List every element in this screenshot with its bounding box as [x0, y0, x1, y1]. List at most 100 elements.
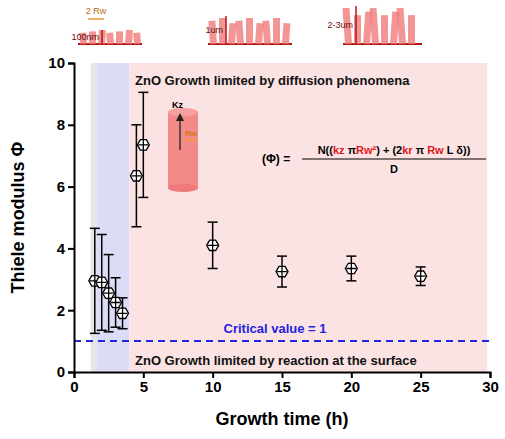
- tick-mark: [68, 372, 74, 374]
- cylinder-bottom: [168, 184, 198, 192]
- tick: 30: [482, 372, 499, 395]
- error-cap: [90, 333, 100, 335]
- error-bar: [277, 256, 287, 287]
- tick-mark: [68, 310, 74, 312]
- tick-label: 20: [343, 378, 360, 395]
- equation-part: π: [345, 144, 357, 156]
- error-bar: [104, 255, 114, 332]
- tick-label: 6: [57, 178, 65, 195]
- nanorod: [408, 15, 415, 44]
- error-cap: [111, 277, 121, 279]
- scale-bar: [355, 6, 357, 44]
- error-cap: [131, 226, 141, 228]
- equation-numerator: N((kz πRw²) + (2kr π Rw L δ)): [318, 144, 471, 156]
- scale-label: 100nm: [71, 32, 99, 42]
- cylinder-illustration: Kz Rw: [168, 100, 198, 192]
- equation-part: ) + (2: [376, 144, 402, 156]
- regions: [91, 63, 488, 372]
- y-axis: 0 2 4 6 8 10: [48, 54, 74, 380]
- error-cap: [208, 268, 218, 270]
- nanorod: [228, 23, 236, 44]
- scale-bar: [101, 30, 103, 44]
- error-cap: [104, 331, 114, 333]
- tick: 8: [57, 116, 74, 133]
- tick-label: 10: [48, 54, 65, 71]
- equation: (Φ) =N((kz πRw²) + (2kr π Rw L δ))D: [262, 144, 486, 175]
- error-cap: [346, 255, 356, 257]
- point: [96, 277, 108, 287]
- point: [110, 297, 122, 307]
- tick: 10: [205, 372, 222, 395]
- annotation-bottom: ZnO Growth limited by reaction at the su…: [135, 353, 417, 368]
- region: [91, 63, 97, 372]
- tick: 5: [140, 372, 148, 395]
- point: [345, 263, 357, 273]
- error-cap: [97, 330, 107, 332]
- nanorod: [235, 20, 244, 44]
- kz-label: Kz: [172, 100, 183, 110]
- point: [130, 171, 142, 181]
- axis-line: [68, 64, 75, 373]
- diameter-line: [88, 18, 104, 19]
- tick-mark: [68, 63, 74, 65]
- tick-label: 4: [57, 240, 66, 257]
- rw-label: Rw: [185, 129, 198, 138]
- equation-part: Rw²: [356, 144, 377, 156]
- error-cap: [138, 92, 148, 94]
- cylinder-arrow: [179, 116, 180, 150]
- point: [415, 271, 427, 281]
- data: [89, 92, 427, 333]
- y-axis-title: Thiele modulus Φ: [8, 141, 28, 293]
- tick: 20: [343, 372, 360, 395]
- x-axis: 051015202530: [70, 372, 499, 395]
- equation-lhs: (Φ) =: [262, 152, 290, 166]
- error-bar: [208, 222, 218, 268]
- point: [207, 240, 219, 250]
- tick: 15: [274, 372, 291, 395]
- tick-label: 0: [57, 363, 65, 380]
- nanorod: [255, 23, 263, 44]
- error-cap: [97, 234, 107, 236]
- nanorod: [273, 18, 280, 44]
- tick-label: 5: [140, 378, 148, 395]
- nanorod: [354, 15, 361, 44]
- error-bar: [138, 92, 148, 197]
- tick-label: 30: [482, 378, 499, 395]
- error-bar: [416, 267, 426, 286]
- fraction-bar: [302, 159, 486, 160]
- nanorod: [116, 31, 123, 44]
- tick: 2: [57, 302, 74, 319]
- error-bar: [97, 234, 107, 330]
- nanorod: [98, 30, 106, 44]
- annotation-top: ZnO Growth limited by diffusion phenomen…: [135, 73, 410, 88]
- nanorod: [396, 8, 405, 44]
- diameter-label: 2 Rw: [86, 6, 107, 16]
- reference: [74, 341, 490, 342]
- nanorod: [381, 15, 388, 44]
- x-axis-title: Growth time (h): [216, 409, 349, 429]
- chart: 0510152025300246810Growth time (h)Thiele…: [0, 0, 505, 439]
- tick: 10: [48, 54, 74, 71]
- tick-label: 8: [57, 116, 65, 133]
- scale-label: 2-3um: [327, 20, 353, 30]
- tick-label: 0: [70, 378, 78, 395]
- tick: 6: [57, 178, 74, 195]
- radius-line: [183, 139, 198, 141]
- point: [137, 140, 149, 150]
- error-cap: [346, 280, 356, 282]
- error-cap: [416, 285, 426, 287]
- error-cap: [277, 255, 287, 257]
- error-cap: [208, 221, 218, 223]
- error-cap: [277, 286, 287, 288]
- point: [117, 308, 129, 318]
- cylinder-arrowhead: [176, 113, 184, 121]
- equation-part: π: [413, 144, 428, 156]
- error-bar: [111, 278, 121, 327]
- tick-label: 15: [274, 378, 291, 395]
- equation-part: Rw: [427, 144, 444, 156]
- scale-bar: [225, 16, 227, 44]
- scale-label: 1um: [205, 25, 223, 35]
- error-cap: [138, 197, 148, 199]
- equation-part: N((: [318, 144, 334, 156]
- tick-mark: [68, 248, 74, 250]
